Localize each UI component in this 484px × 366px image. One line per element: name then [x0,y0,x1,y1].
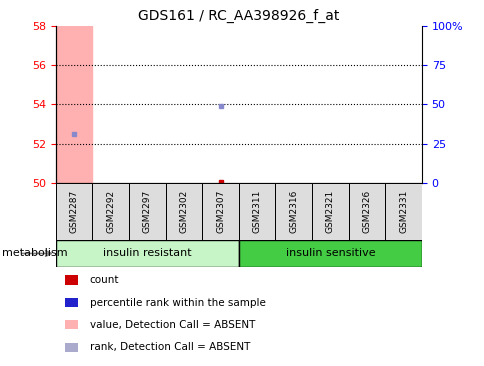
Title: GDS161 / RC_AA398926_f_at: GDS161 / RC_AA398926_f_at [138,9,339,23]
Bar [56,240,239,267]
Text: count: count [90,275,119,285]
Text: GSM2307: GSM2307 [215,190,225,233]
Text: percentile rank within the sample: percentile rank within the sample [90,298,265,308]
Bar [92,183,129,240]
Text: GSM2326: GSM2326 [362,190,371,233]
Text: insulin sensitive: insulin sensitive [285,249,375,258]
Bar [275,183,312,240]
Bar [239,240,421,267]
Bar [202,183,239,240]
Text: insulin resistant: insulin resistant [103,249,191,258]
Bar [312,183,348,240]
Text: GSM2287: GSM2287 [69,190,78,233]
Text: GSM2316: GSM2316 [288,190,298,233]
Bar [56,183,92,240]
Bar [129,183,166,240]
Text: GSM2297: GSM2297 [142,190,151,233]
Text: GSM2311: GSM2311 [252,190,261,233]
Bar [348,183,384,240]
Text: GSM2331: GSM2331 [398,190,408,233]
Text: GSM2302: GSM2302 [179,190,188,233]
Bar [166,183,202,240]
Text: metabolism: metabolism [2,249,68,258]
Text: value, Detection Call = ABSENT: value, Detection Call = ABSENT [90,320,255,330]
Text: GSM2292: GSM2292 [106,190,115,233]
Bar [56,26,92,183]
Bar [239,183,275,240]
Text: GSM2321: GSM2321 [325,190,334,233]
Text: rank, Detection Call = ABSENT: rank, Detection Call = ABSENT [90,343,250,352]
Bar [384,183,421,240]
